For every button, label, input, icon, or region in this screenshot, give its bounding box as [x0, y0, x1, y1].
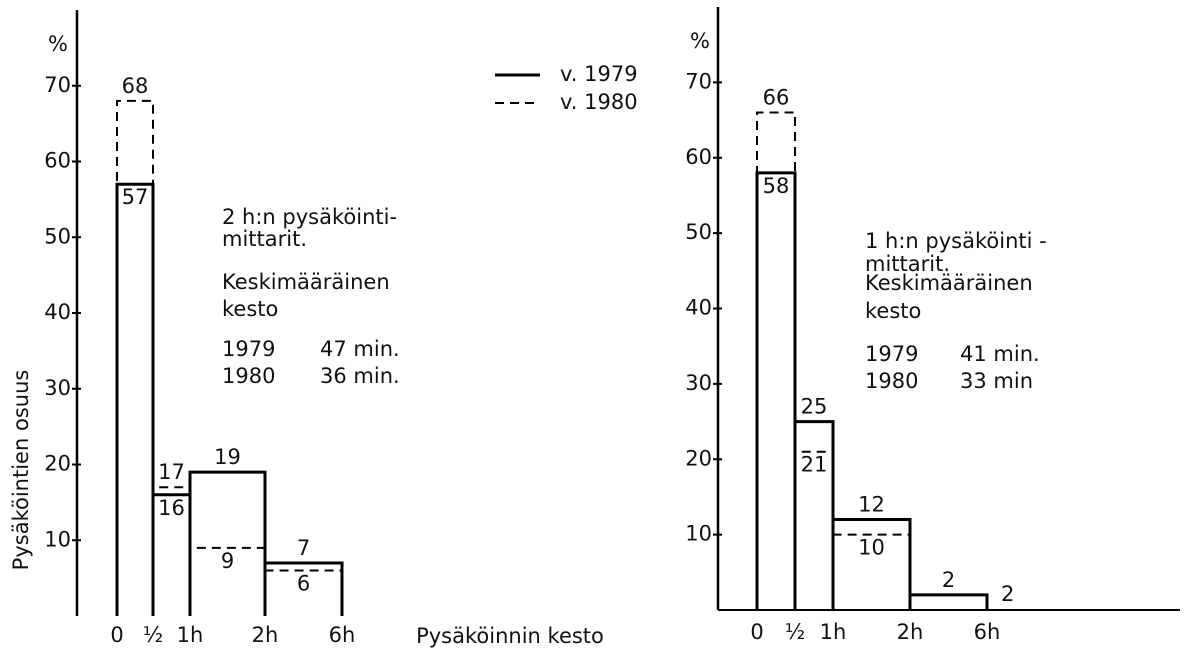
bar: [755, 171, 797, 610]
bar: [908, 593, 989, 610]
value-label: 66: [763, 86, 790, 110]
bin-label: 6h: [329, 623, 356, 647]
unit-label: %: [690, 29, 710, 53]
annotation: 36 min.: [320, 364, 400, 388]
y-tick-label: 50: [685, 220, 712, 244]
annotation: 1980: [865, 369, 918, 393]
bar: [793, 420, 835, 610]
unit-label: %: [48, 32, 68, 56]
x-axis-label: Pysäköinnin kesto: [416, 624, 604, 648]
bar: [263, 561, 344, 616]
annotation: Keskimääräinen: [222, 270, 390, 294]
legend-label: v. 1980: [560, 90, 638, 114]
y-tick-label: 70: [44, 73, 71, 97]
bin-label: 2h: [897, 620, 924, 644]
value-label: 7: [297, 536, 310, 560]
annotation: 1 h:n pysäköinti -: [865, 229, 1047, 253]
annotation: 33 min: [960, 369, 1033, 393]
y-tick-label: 70: [685, 69, 712, 93]
annotation: 47 min.: [320, 337, 400, 361]
value-label: 9: [221, 549, 234, 573]
bar: [909, 593, 988, 610]
y-tick-label: 30: [685, 371, 712, 395]
y-tick-label: 20: [44, 452, 71, 476]
annotation: 2 h:n pysäköinti-: [222, 205, 397, 229]
bin-label: ½: [143, 623, 163, 647]
y-tick-label: 10: [44, 527, 71, 551]
bin-label: 6h: [974, 620, 1001, 644]
value-label: 6: [297, 572, 310, 596]
value-label: 17: [158, 460, 185, 484]
annotation: kesto: [865, 299, 921, 323]
annotation: 41 min.: [960, 342, 1040, 366]
y-tick-label: 60: [685, 145, 712, 169]
value-label: 58: [763, 174, 790, 198]
y-tick-label: 50: [44, 224, 71, 248]
y-tick-label: 10: [685, 522, 712, 546]
annotation: 1980: [222, 364, 275, 388]
value-label: 25: [801, 395, 828, 419]
bin-label: 0: [110, 623, 123, 647]
bar: [831, 518, 912, 610]
bin-label: ½: [785, 620, 805, 644]
bin-label: 1h: [177, 623, 204, 647]
value-label: 2: [942, 568, 955, 592]
y-tick-label: 20: [685, 446, 712, 470]
annotation: mittarit.: [865, 252, 950, 276]
bar: [115, 182, 155, 616]
annotation: mittarit.: [222, 227, 307, 251]
bin-label: 2h: [252, 623, 279, 647]
value-label: 19: [214, 445, 241, 469]
y-tick-label: 40: [44, 300, 71, 324]
value-label: 10: [858, 536, 885, 560]
bin-label: 0: [750, 620, 763, 644]
annotation: 1979: [865, 342, 918, 366]
bin-label: 1h: [820, 620, 847, 644]
value-label: 57: [122, 185, 149, 209]
y-axis-label: Pysäköintien osuus: [9, 370, 33, 571]
value-label: 21: [801, 453, 828, 477]
bar: [188, 470, 267, 616]
annotation: kesto: [222, 297, 278, 321]
value-label: 16: [158, 496, 185, 520]
value-label: 68: [122, 74, 149, 98]
bar: [116, 99, 154, 616]
y-tick-label: 30: [44, 376, 71, 400]
value-label: 12: [858, 493, 885, 517]
annotation: 1979: [222, 337, 275, 361]
y-tick-label: 40: [685, 296, 712, 320]
legend-label: v. 1979: [560, 62, 638, 86]
y-tick-label: 60: [44, 149, 71, 173]
annotation: Keskimääräinen: [865, 271, 1033, 295]
value-label: 2: [1001, 582, 1014, 606]
